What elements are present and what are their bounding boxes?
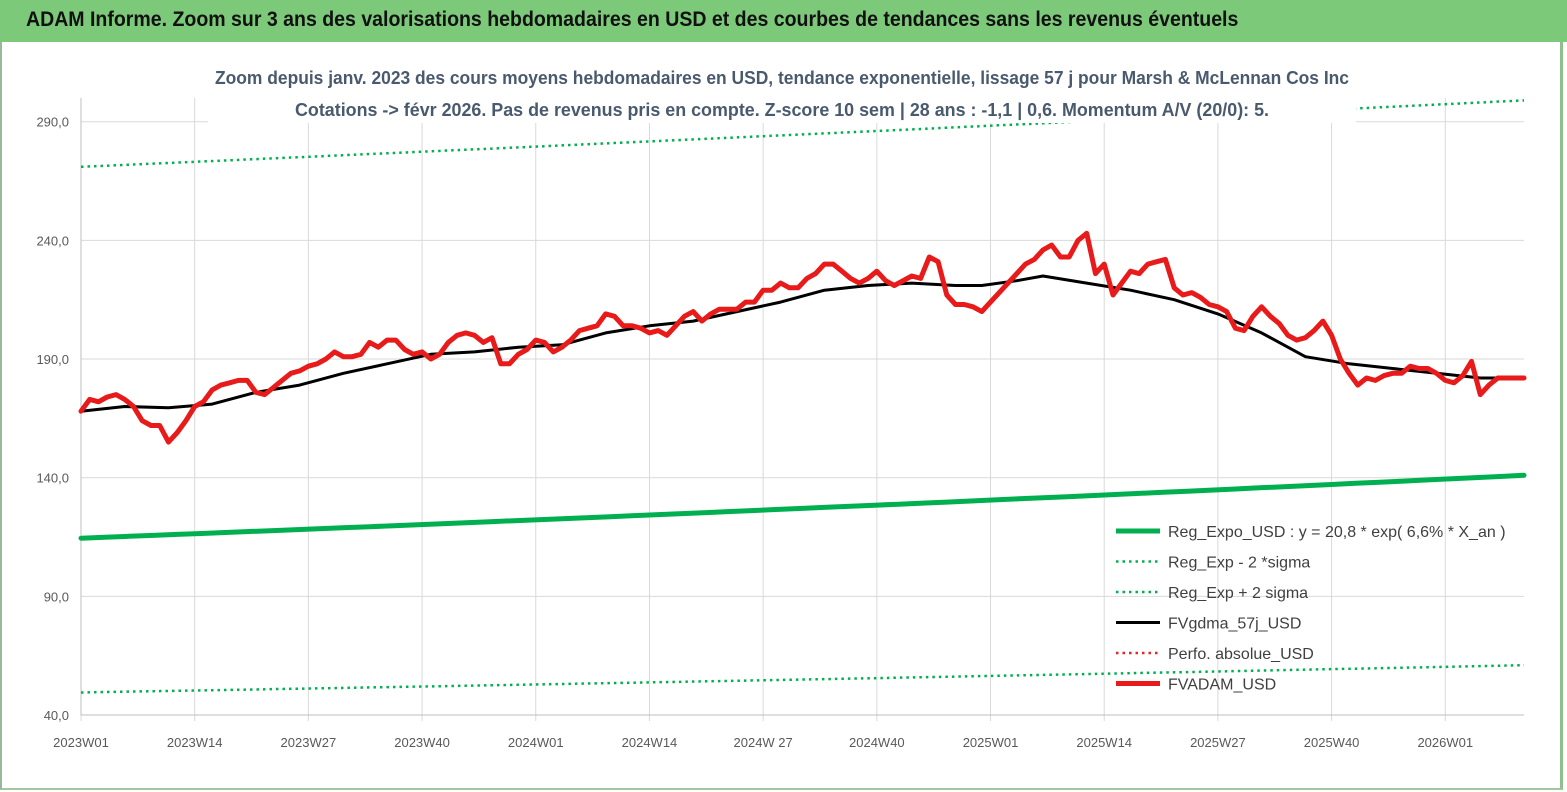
x-tick-label: 2025W14	[1076, 735, 1132, 750]
series-line	[78, 230, 1527, 445]
series-line	[79, 274, 1526, 413]
title-background	[208, 61, 1356, 123]
x-tick-label: 2024W01	[508, 735, 564, 750]
chart-title-line1: Zoom depuis janv. 2023 des cours moyens …	[215, 68, 1349, 88]
y-tick-label: 190,0	[36, 352, 69, 367]
y-tick-label: 240,0	[36, 233, 69, 248]
x-tick-label: 2023W14	[167, 735, 223, 750]
x-tick-label: 2025W27	[1190, 735, 1246, 750]
x-tick-label: 2024W40	[849, 735, 905, 750]
series-layer	[78, 99, 1527, 694]
y-tick-label: 140,0	[36, 471, 69, 486]
legend-label: Reg_Exp - 2 *sigma	[1168, 555, 1310, 572]
x-tick-label: 2024W14	[622, 735, 678, 750]
gridlines	[80, 98, 1524, 721]
report-title: ADAM Informe. Zoom sur 3 ans des valoris…	[26, 8, 1239, 31]
y-tick-label: 290,0	[36, 115, 69, 130]
series-line	[78, 472, 1527, 541]
chart-frame: 40,0 90,0 140,0 190,0 240,0 290,0 2023W01 2023…	[0, 42, 1563, 790]
legend-label: FVgdma_57j_USD	[1168, 616, 1301, 633]
legend-label: Perfo. absolue_USD	[1168, 646, 1314, 663]
x-tick-label: 2024W 27	[734, 735, 793, 750]
x-tick-label: 2023W40	[394, 735, 450, 750]
legend-label: FVADAM_USD	[1168, 677, 1276, 694]
y-tick-label: 40,0	[44, 708, 69, 723]
y-tick-label: 90,0	[44, 589, 69, 604]
y-axis: 40,0 90,0 140,0 190,0 240,0 290,0	[36, 115, 69, 723]
legend: Reg_Expo_USD : y = 20,8 * exp( 6,6% * X_…	[1116, 524, 1506, 694]
chart-title-line2: Cotations -> févr 2026. Pas de revenus p…	[295, 100, 1269, 120]
x-axis: 2023W01 2023W14 2023W27 2023W40 2024W01 2024W…	[53, 735, 1473, 750]
x-tick-label: 2025W40	[1304, 735, 1360, 750]
legend-label: Reg_Expo_USD : y = 20,8 * exp( 6,6% * X_…	[1168, 524, 1506, 541]
legend-label: Reg_Exp + 2 sigma	[1168, 585, 1308, 602]
x-tick-label: 2023W01	[53, 735, 109, 750]
x-tick-label: 2026W01	[1417, 735, 1473, 750]
x-tick-label: 2023W27	[281, 735, 337, 750]
report-banner: ADAM Informe. Zoom sur 3 ans des valoris…	[0, 0, 1567, 42]
series-line	[80, 663, 1525, 694]
x-tick-label: 2025W01	[963, 735, 1019, 750]
